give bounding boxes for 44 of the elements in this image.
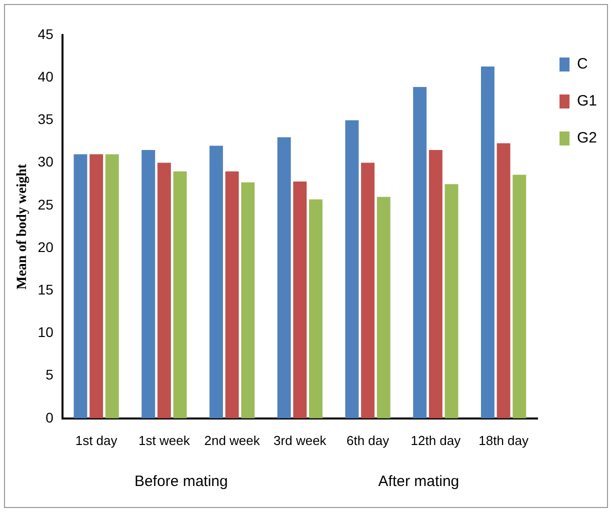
bar <box>209 146 223 418</box>
bar <box>173 171 187 418</box>
bar <box>105 154 119 418</box>
x-tick-label: 3rd week <box>274 432 327 448</box>
bar <box>496 143 510 418</box>
bar <box>309 199 322 418</box>
x-tick-label: 2nd week <box>204 432 260 448</box>
text: After mating <box>378 473 460 490</box>
bar <box>345 120 359 418</box>
x-tick-label: 1st week <box>138 432 190 448</box>
bar <box>444 184 458 418</box>
bar <box>90 154 104 418</box>
bar <box>157 162 171 418</box>
bar <box>225 171 239 418</box>
bar <box>376 196 390 418</box>
bar <box>277 137 291 418</box>
y-tick-label: 20 <box>38 238 54 255</box>
x-tick-label: 6th day <box>346 432 390 448</box>
y-tick-label: 40 <box>38 68 54 84</box>
bar <box>361 162 375 418</box>
bar <box>480 66 494 418</box>
y-tick-label: 0 <box>46 409 54 426</box>
bar <box>512 174 526 418</box>
bar <box>241 182 255 418</box>
text: Before mating <box>134 473 228 490</box>
x-tick-label: 1st day <box>75 432 118 448</box>
y-tick-label: 30 <box>38 154 54 170</box>
y-tick-label: 25 <box>38 196 54 212</box>
y-tick-label: 45 <box>38 26 54 42</box>
y-tick-label: 15 <box>38 281 54 298</box>
x-tick-label: 18th day <box>478 432 529 448</box>
y-tick-label: 5 <box>46 366 54 383</box>
legend-label: C <box>576 56 588 73</box>
legend-label: G1 <box>576 92 598 110</box>
bar <box>413 86 427 418</box>
x-tick-label: 12th day <box>410 432 462 448</box>
bar <box>428 150 442 418</box>
legend-label: G2 <box>576 130 598 147</box>
bar <box>74 154 88 418</box>
y-tick-label: 10 <box>38 324 54 340</box>
bar <box>142 150 156 418</box>
y-tick-label: 35 <box>38 111 54 128</box>
bar <box>293 182 307 418</box>
y-axis-title: Mean of body weight <box>15 164 30 290</box>
